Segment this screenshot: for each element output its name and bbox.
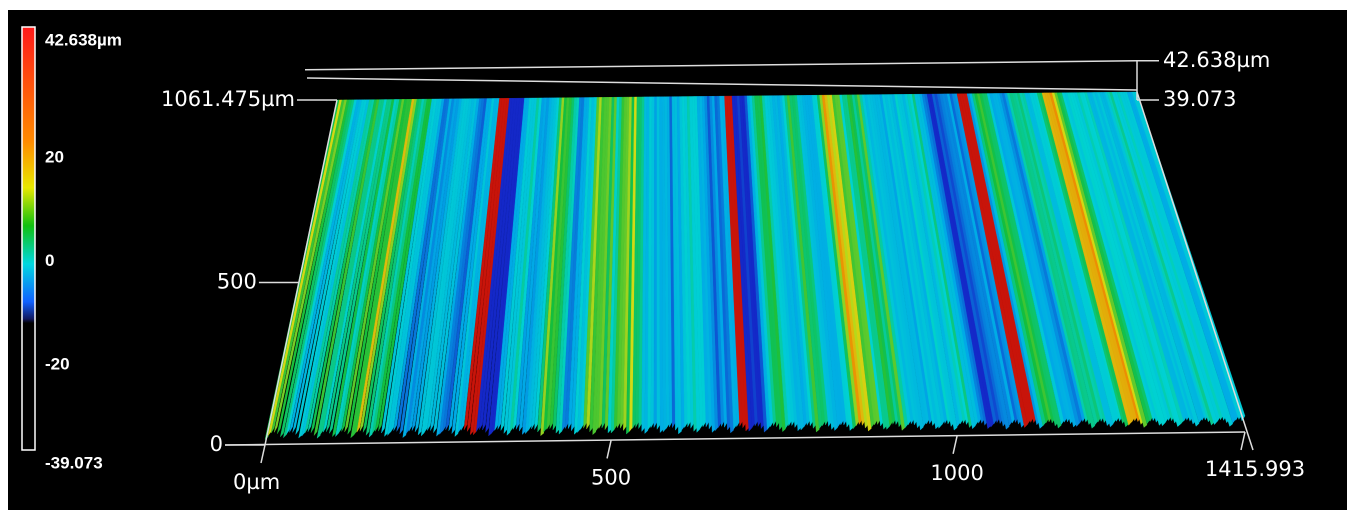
x-tick-label: 1000: [930, 461, 983, 485]
colorbar-tick-label: 0: [45, 251, 54, 270]
chart: 42.638µm 20 0 -20 -39.073 0µm 500 1000 1415.993 0…: [0, 0, 1355, 518]
colorbar-tick-label: -39.073: [45, 453, 103, 472]
colorbar-tick-label: 42.638µm: [45, 30, 122, 49]
y-tick-label: 0: [210, 432, 223, 456]
y-tick-label: 1061.475µm: [161, 87, 295, 111]
x-tick-label: 500: [591, 465, 631, 489]
surface-stripe: [654, 97, 657, 428]
y-tick-label: 500: [217, 269, 257, 293]
surface: [265, 92, 1245, 439]
z-tick-label: 39.073: [1163, 87, 1236, 111]
z-tick-label: 42.638µm: [1163, 48, 1270, 72]
colorbar: [22, 27, 35, 450]
colorbar-tick-label: 20: [45, 148, 64, 167]
x-tick-label: 0µm: [233, 470, 280, 494]
colorbar-tick-label: -20: [45, 355, 70, 374]
screenshot: 42.638µm 20 0 -20 -39.073 0µm 500 1000 1415.993 0…: [0, 0, 1355, 518]
x-tick-label: 1415.993: [1205, 457, 1305, 481]
